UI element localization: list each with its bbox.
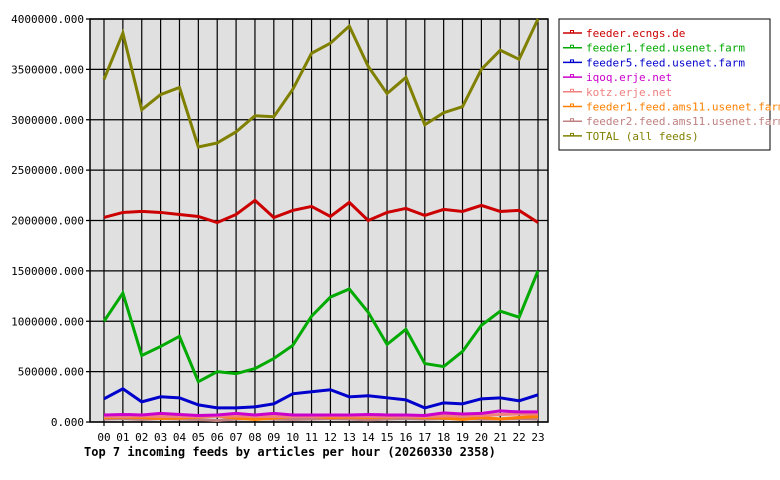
y-tick-label: 4000000.000 [11, 13, 84, 26]
y-tick-label: 2000000.000 [11, 215, 84, 228]
x-tick-label: 20 [475, 431, 488, 444]
x-tick-label: 04 [173, 431, 187, 444]
x-tick-label: 05 [192, 431, 205, 444]
legend-marker [570, 118, 574, 122]
series-line-7 [102, 18, 540, 149]
legend-label: feeder1.feed.ams11.usenet.farm [586, 101, 780, 114]
legend-marker [570, 132, 574, 137]
x-tick-label: 22 [513, 431, 526, 444]
legend-label: iqoq.erje.net [586, 71, 672, 84]
x-tick-label: 14 [362, 431, 376, 444]
x-tick-label: 10 [286, 431, 299, 444]
legend-label: feeder5.feed.usenet.farm [586, 56, 745, 69]
legend: feeder.ecngs.defeeder1.feed.usenet.farmf… [558, 18, 780, 151]
series-line-3 [103, 409, 538, 417]
legend-marker [570, 59, 574, 63]
x-tick-label: 06 [211, 431, 224, 444]
y-tick-label: 1000000.000 [11, 315, 84, 328]
x-tick-label: 09 [267, 431, 280, 444]
x-tick-label: 02 [135, 431, 148, 444]
x-tick-label: 12 [324, 431, 337, 444]
x-axis: 00 01 02 03 04 05 06 07 08 09 10 11 12 13 14 15 16 17 18 19… [97, 431, 544, 444]
x-tick-label: 01 [116, 431, 129, 444]
y-tick-label: 0.000 [51, 416, 84, 429]
legend-marker [570, 30, 574, 34]
x-tick-label: 07 [229, 431, 242, 444]
legend-label: feeder.ecngs.de [586, 27, 685, 40]
x-tick-label: 15 [380, 431, 393, 444]
x-tick-label: 17 [418, 431, 431, 444]
y-tick-label: 3000000.000 [11, 114, 84, 127]
x-tick-label: 23 [531, 431, 544, 444]
legend-label: TOTAL (all feeds) [586, 130, 699, 143]
y-tick-label: 500000.000 [18, 366, 84, 379]
x-tick-label: 21 [494, 431, 507, 444]
x-tick-label: 16 [399, 431, 412, 444]
legend-marker [570, 103, 574, 107]
x-tick-label: 11 [305, 431, 318, 444]
y-tick-label: 2500000.000 [11, 164, 84, 177]
x-tick-label: 03 [154, 431, 167, 444]
x-tick-label: 19 [456, 431, 469, 444]
series-lines [102, 18, 540, 422]
chart-title: Top 7 incoming feeds by articles per hou… [84, 445, 496, 459]
legend-label: feeder1.feed.usenet.farm [586, 42, 745, 55]
legend-label: kotz.erje.net [586, 86, 672, 99]
series-line-1 [102, 270, 540, 384]
legend-label: feeder2.feed.ams11.usenet.farm [586, 115, 780, 128]
x-tick-label: 13 [343, 431, 356, 444]
x-tick-label: 00 [97, 431, 110, 444]
series-line-2 [103, 386, 539, 410]
x-tick-label: 08 [248, 431, 261, 444]
legend-marker [570, 74, 574, 78]
y-tick-label: 3500000.000 [11, 63, 84, 76]
y-axis: 0.000 500000.000 1000000.000 1500000.000 200… [11, 13, 84, 429]
series-line-0 [103, 198, 539, 225]
legend-marker [570, 44, 574, 49]
y-tick-label: 1500000.000 [11, 265, 84, 278]
x-tick-label: 18 [437, 431, 450, 444]
legend-marker [570, 88, 574, 93]
